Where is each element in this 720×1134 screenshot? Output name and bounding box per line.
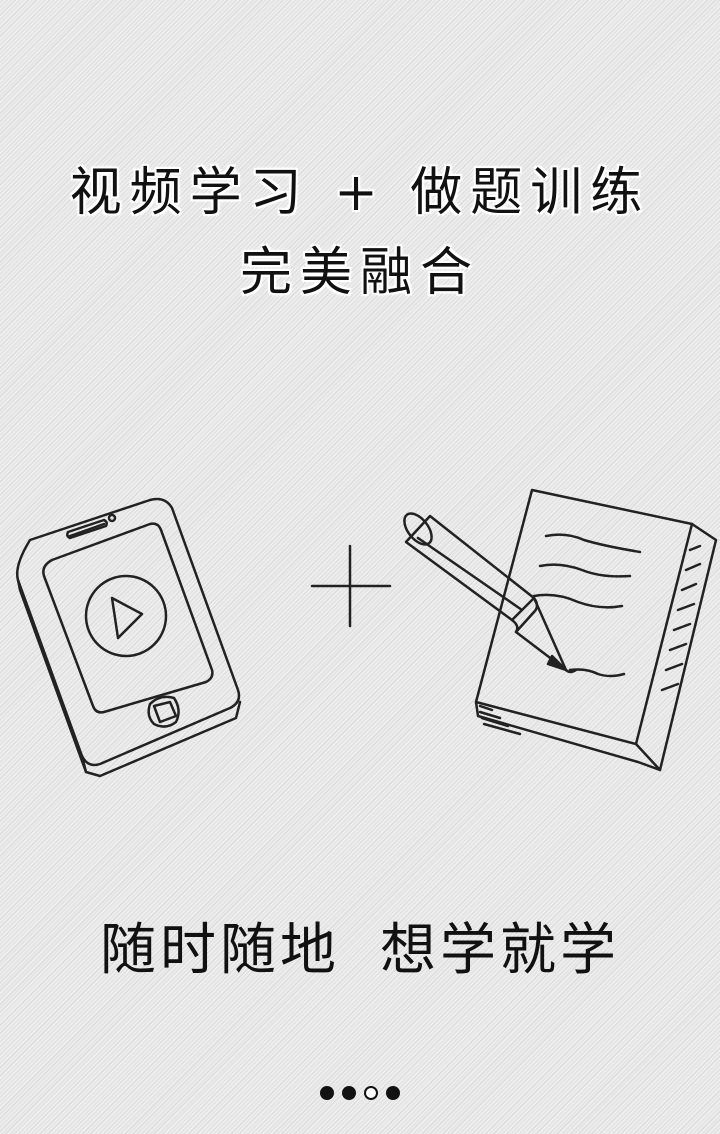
tagline-part-1: 随时随地 — [100, 918, 340, 983]
page-dot-2[interactable] — [342, 1086, 356, 1100]
page-indicator — [0, 1086, 720, 1100]
tagline-part-2: 想学就学 — [380, 918, 620, 983]
phone-with-play-icon — [16, 497, 242, 778]
page-dot-3-active[interactable] — [364, 1086, 378, 1100]
illustration — [16, 488, 718, 778]
page-dot-4[interactable] — [386, 1086, 400, 1100]
pencil-and-notepad-icon — [403, 488, 718, 772]
headline-line-1: 视频学习 + 做题训练 — [69, 163, 651, 223]
tagline: 随时随地 想学就学 — [0, 905, 720, 986]
headline-line-2: 完美融合 — [239, 243, 480, 303]
page-dot-1[interactable] — [320, 1086, 334, 1100]
plus-icon — [310, 544, 392, 628]
